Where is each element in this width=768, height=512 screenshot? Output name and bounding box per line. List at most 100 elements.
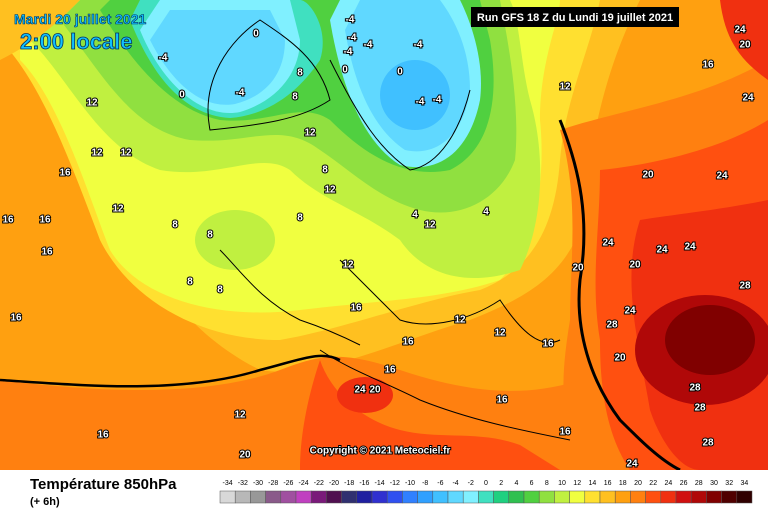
- contour-label: 28: [694, 403, 706, 414]
- scale-label: -4: [452, 480, 458, 487]
- contour-label: 20: [614, 353, 626, 364]
- contour-label: 12: [494, 328, 506, 339]
- contour-label: -4: [433, 95, 442, 106]
- scale-swatch: [508, 490, 525, 504]
- scale-swatch: [386, 490, 403, 504]
- scale-label: 0: [484, 480, 488, 487]
- scale-label: -2: [468, 480, 474, 487]
- contour-label: 12: [120, 148, 132, 159]
- contour-label: 24: [734, 25, 746, 36]
- scale-label: 6: [530, 480, 534, 487]
- scale-label: 2: [499, 480, 503, 487]
- time: 2:00 locale: [20, 29, 133, 54]
- scale-swatch: [675, 490, 692, 504]
- scale-label: 24: [665, 480, 673, 487]
- contour-label: 20: [369, 385, 381, 396]
- contour-label: 24: [624, 306, 636, 317]
- contour-label: 24: [626, 459, 638, 470]
- scale-swatch: [554, 490, 570, 504]
- scale-label: -32: [238, 480, 248, 487]
- scale-swatch: [599, 490, 616, 504]
- contour-label: -4: [159, 53, 168, 64]
- scale-label: -16: [359, 480, 369, 487]
- run-info: Run GFS 18 Z du Lundi 19 juillet 2021: [477, 12, 673, 24]
- contour-label: 16: [702, 60, 714, 71]
- contour-label: 0: [253, 29, 259, 40]
- scale-swatch: [478, 490, 494, 504]
- contour-label: 16: [542, 339, 554, 350]
- contour-label: 8: [217, 285, 223, 296]
- scale-label: 4: [514, 480, 518, 487]
- contour-label: 20: [572, 263, 584, 274]
- scale-label: -18: [344, 480, 354, 487]
- scale-swatch: [493, 490, 510, 504]
- contour-label: 8: [322, 165, 328, 176]
- scale-label: -20: [329, 480, 339, 487]
- contour-label: 24: [742, 93, 754, 104]
- scale-label: -14: [375, 480, 385, 487]
- scale-swatch: [721, 490, 738, 504]
- contour-label: 8: [187, 277, 193, 288]
- contour-label: 12: [454, 315, 466, 326]
- scale-swatch: [295, 490, 312, 504]
- scale-label: -30: [253, 480, 263, 487]
- contour-label: 0: [397, 67, 403, 78]
- contour-label: 24: [354, 385, 366, 396]
- scale-label: 32: [725, 480, 733, 487]
- contour-label: 0: [179, 90, 185, 101]
- temperature-field: [0, 0, 768, 470]
- scale-swatch: [310, 490, 327, 504]
- scale-swatch: [538, 490, 555, 504]
- scale-label: -8: [422, 480, 428, 487]
- contour-label: 16: [10, 313, 22, 324]
- scale-label: 8: [545, 480, 549, 487]
- contour-label: -4: [348, 33, 357, 44]
- contour-label: 16: [384, 365, 396, 376]
- coastlines: [0, 19, 681, 472]
- scale-label: 12: [573, 480, 581, 487]
- contour-label: 12: [86, 98, 98, 109]
- scale-swatch: [326, 490, 342, 504]
- contour-label: -4: [346, 15, 355, 26]
- scale-label: 34: [741, 480, 749, 487]
- scale-label: -24: [299, 480, 309, 487]
- scale-label: 30: [710, 480, 718, 487]
- contour-label: 28: [606, 320, 618, 331]
- date: Mardi 20 juillet 2021: [14, 11, 146, 27]
- scale-swatch: [371, 490, 388, 504]
- scale-swatch: [280, 490, 297, 504]
- contour-label: 16: [59, 168, 71, 179]
- contour-label: 12: [424, 220, 436, 231]
- scale-label: -34: [223, 480, 233, 487]
- contour-label: 16: [350, 303, 362, 314]
- scale-label: -22: [314, 480, 324, 487]
- contour-label: 16: [2, 215, 14, 226]
- scale-swatch: [645, 490, 662, 504]
- contour-label: 8: [297, 68, 303, 79]
- scale-swatch: [341, 490, 358, 504]
- scale-label: -28: [268, 480, 278, 487]
- scale-label: 20: [634, 480, 642, 487]
- contour-label: 28: [702, 438, 714, 449]
- scale-label: 22: [649, 480, 657, 487]
- contour-label: 16: [39, 215, 51, 226]
- contour-label: 4: [412, 210, 418, 221]
- contour-label: 20: [642, 170, 654, 181]
- scale-swatch: [219, 490, 236, 504]
- contour-label: 20: [739, 40, 751, 51]
- contour-label: 0: [342, 65, 348, 76]
- contour-label: 8: [172, 220, 178, 231]
- contour-label: 12: [559, 82, 571, 93]
- contour-label: 12: [342, 260, 354, 271]
- contour-label: -4: [236, 88, 245, 99]
- scale-label: 18: [619, 480, 627, 487]
- contour-label: -4: [414, 40, 423, 51]
- scale-label: -12: [390, 480, 400, 487]
- scale-label: 16: [604, 480, 612, 487]
- contour-label: 8: [292, 92, 298, 103]
- contour-label: 4: [483, 207, 489, 218]
- contour-label: 16: [559, 427, 571, 438]
- scale-swatch: [614, 490, 631, 504]
- scale-swatch: [462, 490, 479, 504]
